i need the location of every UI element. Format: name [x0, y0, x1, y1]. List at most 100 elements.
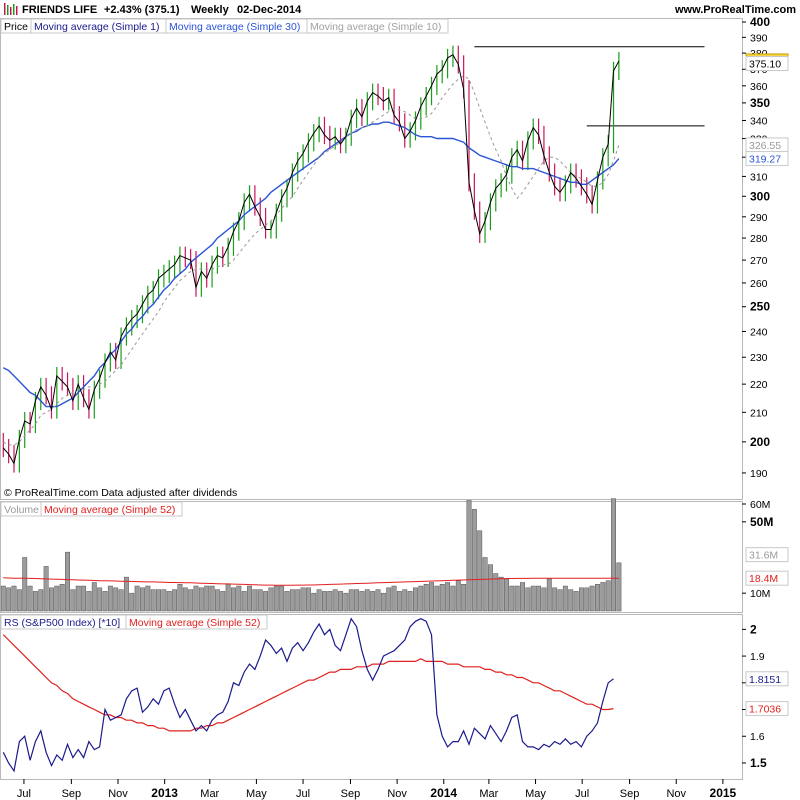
rs-y-tick-label: 1.9 [750, 651, 765, 663]
site-name[interactable]: www.ProRealTime.com [674, 4, 796, 16]
rs-panel-frame [0, 614, 743, 780]
volume-bar [413, 587, 418, 612]
volume-bar [520, 582, 525, 612]
rs-legend: RS (S&P500 Index) [*10] Moving average (… [0, 614, 268, 630]
timeframe-label[interactable]: Weekly [191, 4, 230, 16]
volume-bar [568, 589, 574, 612]
volume-bar [332, 589, 338, 612]
volume-bar [530, 585, 536, 612]
volume-bar [70, 589, 76, 612]
volume-bar [204, 585, 210, 612]
volume-bar [134, 585, 140, 612]
price-y-tick-label: 250 [750, 300, 770, 314]
volume-bar [188, 589, 194, 612]
rs-y-tick-label: 2 [750, 622, 757, 636]
volume-bar [461, 584, 467, 612]
volume-bar [145, 585, 151, 612]
volume-bar [589, 585, 595, 612]
volume-bar [407, 591, 413, 612]
volume-bar [322, 591, 327, 612]
volume-bar [11, 585, 17, 612]
volume-bar [455, 580, 461, 612]
last-price-label: 375.10 [749, 59, 781, 71]
volume-bar [166, 591, 172, 612]
legend-ma10[interactable]: Moving average (Simple 10) [310, 21, 441, 33]
instrument-name: FRIENDS LIFE [22, 4, 97, 16]
legend-volume-ma52[interactable]: Moving average (Simple 52) [44, 504, 175, 516]
volume-bar [487, 564, 493, 612]
chart-header: FRIENDS LIFE +2.43% (375.1) Weekly 02-De… [4, 3, 796, 16]
x-tick-label: Mar [200, 788, 219, 800]
volume-bar [300, 587, 306, 612]
volume-bar [295, 589, 301, 612]
volume-bar [600, 582, 606, 612]
x-tick-label: 2014 [430, 786, 457, 800]
volume-bar [193, 585, 199, 612]
volume-bar [466, 500, 472, 612]
price-y-tick-label: 400 [750, 15, 770, 29]
legend-volume[interactable]: Volume [4, 504, 39, 516]
volume-bar [6, 587, 12, 612]
volume-bar [102, 591, 108, 612]
x-tick-label: 2013 [151, 786, 178, 800]
legend-ma30[interactable]: Moving average (Simple 30) [169, 21, 300, 33]
volume-bar [525, 587, 531, 612]
volume-bar [54, 585, 60, 612]
volume-bar [172, 589, 178, 612]
volume-bar [557, 589, 563, 612]
rs-ma52-line [2, 634, 614, 732]
volume-legend: Volume Moving average (Simple 52) [0, 501, 183, 517]
volume-bar [541, 587, 547, 612]
x-tick-label: Jul [17, 788, 31, 800]
volume-bar [252, 589, 258, 612]
volume-bar [214, 589, 220, 612]
volume-bar [482, 557, 488, 612]
rs-last-label: 1.8151 [749, 674, 781, 686]
legend-rs[interactable]: RS (S&P500 Index) [*10] [4, 617, 120, 629]
volume-bar [439, 584, 445, 612]
volume-panel[interactable]: 60M 50M 10M 31.6M 18.4M [0, 498, 789, 612]
volume-bar [380, 592, 386, 612]
volume-bar [423, 584, 429, 612]
price-panel[interactable]: 190 200 210 220 230 240 250 260 270 280 290 300 310 3… [2, 15, 789, 480]
volume-bar [182, 587, 188, 612]
volume-panel-frame [0, 501, 743, 613]
rs-y-tick-label: 1.6 [750, 731, 765, 743]
volume-y-tick-label: 10M [750, 588, 770, 600]
volume-bar [129, 592, 135, 612]
volume-bar [338, 591, 343, 612]
volume-bar [97, 587, 103, 612]
volume-bar [43, 566, 49, 612]
volume-bar [391, 585, 397, 612]
last-price-label: 326.55 [749, 140, 781, 152]
x-tick-label: Sep [341, 788, 361, 800]
x-tick-label: Sep [620, 788, 640, 800]
volume-bar [107, 585, 113, 612]
price-y-tick-label: 230 [750, 352, 768, 364]
volume-bar [429, 582, 434, 612]
volume-bar [605, 580, 611, 612]
volume-bar [268, 587, 274, 612]
volume-bar [16, 589, 22, 612]
volume-bar [86, 591, 92, 612]
legend-rs-ma52[interactable]: Moving average (Simple 52) [129, 617, 260, 629]
volume-bar [450, 585, 456, 612]
rs-panel[interactable]: 1.5 1.6 1.9 2 1.8151 1.7036 [2, 617, 789, 773]
volume-bar [509, 585, 515, 612]
volume-y-tick-label: 60M [750, 499, 770, 511]
volume-bar [140, 587, 145, 612]
price-y-tick-label: 340 [750, 115, 768, 127]
volume-bar [316, 589, 322, 612]
volume-bar [75, 585, 81, 612]
last-price-tag [745, 56, 789, 72]
volume-bar [493, 573, 499, 612]
price-y-tick-label: 280 [750, 233, 768, 245]
price-y-tick-label: 360 [750, 81, 768, 93]
x-tick-label: Jul [575, 788, 589, 800]
legend-price[interactable]: Price [4, 21, 28, 33]
last-price-tag [745, 151, 789, 167]
legend-ma1[interactable]: Moving average (Simple 1) [34, 21, 159, 33]
volume-bar [177, 584, 183, 612]
